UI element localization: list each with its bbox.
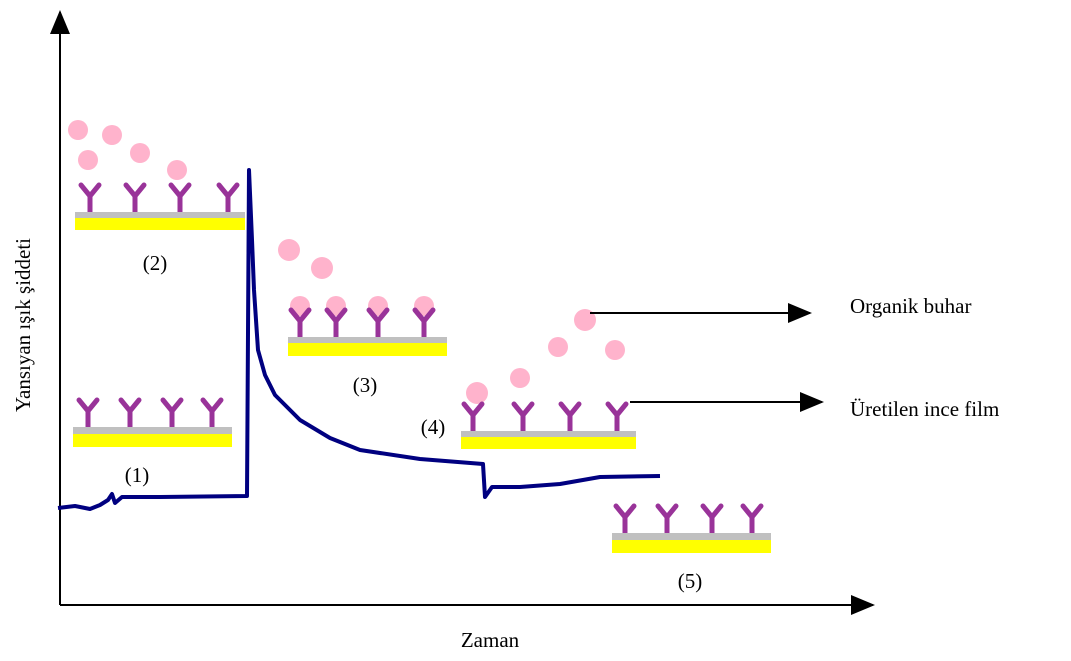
y-axis-label: Yansıyan ışık şiddeti [11,238,35,412]
stage-3-figure [278,239,447,356]
stage-label: (3) [353,373,378,397]
diagram: (1) (2) (3) (4) (5) Organik buhar Üretil… [0,0,1071,661]
stage-label: (1) [125,463,150,487]
stage-label: (5) [678,569,703,593]
stage-label: (2) [143,251,168,275]
stage-2-figure [68,120,245,230]
stage-label: (4) [421,415,446,439]
stage-1-figure [73,400,232,447]
stage-5-figure [612,506,771,553]
x-axis-label: Zaman [461,628,520,652]
annotation: Organik buhar [850,294,972,318]
annotation: Üretilen ince film [850,397,999,421]
stage-4-figure [461,309,636,449]
